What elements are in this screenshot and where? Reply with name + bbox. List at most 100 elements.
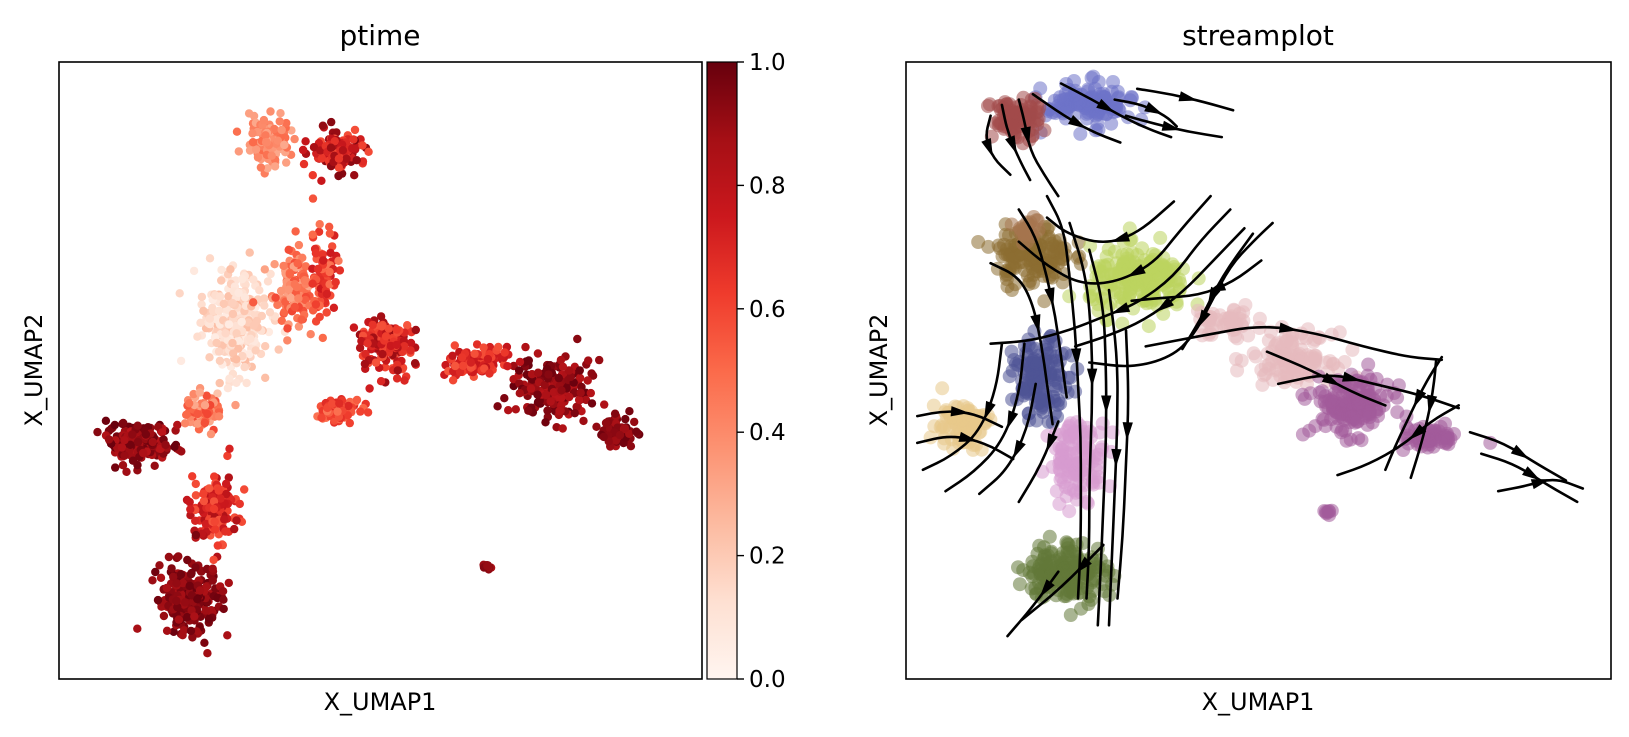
streamline-arrow (981, 138, 993, 158)
ptime-point (355, 343, 365, 353)
streamline-arrow (950, 406, 970, 417)
ptime-point (521, 342, 530, 352)
ptime-point (261, 342, 270, 351)
ptime-point (128, 430, 137, 439)
cluster-point (1044, 544, 1059, 559)
colorbar-tick-label: 0.2 (749, 544, 786, 570)
ptime-point (410, 359, 420, 368)
cluster-point (1062, 504, 1077, 519)
ptime-point (558, 362, 568, 371)
ptime-point (400, 376, 409, 385)
ptime-point (222, 489, 231, 499)
streamline-arrow (1006, 410, 1019, 430)
ptime-point (334, 256, 343, 265)
cluster-point (1155, 257, 1170, 272)
ptime-point (186, 626, 196, 636)
cluster-point (1037, 123, 1052, 138)
ptime-point (450, 341, 459, 350)
ptime-point (309, 143, 319, 152)
ptime-point (345, 418, 354, 428)
streamline (1000, 103, 1032, 182)
cluster-point (1326, 356, 1341, 371)
cluster-point (1440, 433, 1455, 448)
ptime-point (586, 388, 595, 398)
ptime-point (228, 338, 237, 348)
ptime-point (291, 227, 300, 236)
ptime-point (457, 353, 467, 362)
ptime-point (128, 456, 138, 465)
cluster-point (1050, 397, 1065, 412)
ptime-point (216, 494, 225, 503)
streamlines (916, 82, 1585, 638)
ptime-point (217, 276, 226, 285)
ptime-point (294, 322, 304, 331)
ptime-point (215, 356, 225, 365)
ptime-point (363, 339, 372, 348)
ptime-point (526, 384, 536, 393)
cluster-point (1063, 608, 1078, 622)
ptime-point (411, 325, 420, 335)
ptime-point (213, 541, 222, 550)
ptime-point (566, 372, 575, 382)
colorbar-ticks: 0.0 0.2 0.4 0.6 0.8 1.0 (737, 50, 786, 693)
streamline (1088, 221, 1274, 368)
streamline-arrow (1510, 444, 1530, 459)
ptime-point (584, 356, 593, 365)
streamline (1017, 208, 1068, 399)
streamline-arrow (1207, 286, 1221, 306)
ptime-point (621, 414, 630, 424)
cluster-point (1088, 81, 1102, 96)
ptime-point (610, 409, 620, 418)
ptime-point (148, 437, 157, 447)
ptime-point (306, 330, 315, 339)
ptime-point (575, 373, 585, 383)
cluster-point (1229, 352, 1243, 366)
ptime-point (620, 424, 630, 433)
ptime-point (172, 596, 181, 606)
ptime-point (349, 323, 359, 332)
ptime-point (221, 329, 230, 338)
ptime-point (297, 315, 306, 324)
ptime-point (326, 248, 335, 258)
ptime-point (217, 265, 226, 275)
ptime-point (479, 343, 488, 352)
cluster-point (1056, 545, 1071, 560)
ptime-point (352, 395, 362, 405)
ptime-point (170, 442, 179, 451)
ptime-point (206, 429, 216, 439)
ptime-point (311, 300, 321, 309)
ptime-point (199, 496, 209, 506)
cluster-point (1075, 536, 1090, 551)
ptime-point (277, 316, 286, 325)
ptime-point (331, 278, 340, 287)
ptime-point (335, 266, 345, 275)
ptime-point (500, 394, 509, 403)
ptime-point (466, 358, 476, 367)
ptime-point (263, 277, 273, 286)
cluster-point (981, 239, 996, 254)
ptime-point (244, 109, 254, 118)
ptime-point (565, 392, 574, 402)
cluster-point (1041, 229, 1056, 244)
ptime-point (579, 416, 588, 426)
streamline-arrow (1111, 302, 1131, 314)
ptime-point (293, 259, 302, 268)
ptime-point (361, 349, 370, 359)
ptime-point (193, 409, 202, 419)
ptime-point (317, 176, 326, 185)
ptime-point (326, 143, 336, 152)
cluster-point (1004, 344, 1019, 359)
ptime-point (533, 349, 543, 358)
ptime-point (328, 242, 337, 251)
streamline (1073, 227, 1246, 348)
ptime-point (197, 300, 206, 309)
ptime-point (540, 380, 549, 390)
cluster-point (1101, 242, 1116, 257)
cluster-point (1082, 290, 1097, 304)
cluster-point (1141, 319, 1156, 334)
streamline-arrow (1075, 556, 1092, 574)
ptime-point (176, 356, 186, 366)
cluster-point (1271, 335, 1286, 350)
ptime-point (365, 384, 374, 393)
ptime-point (185, 581, 194, 591)
